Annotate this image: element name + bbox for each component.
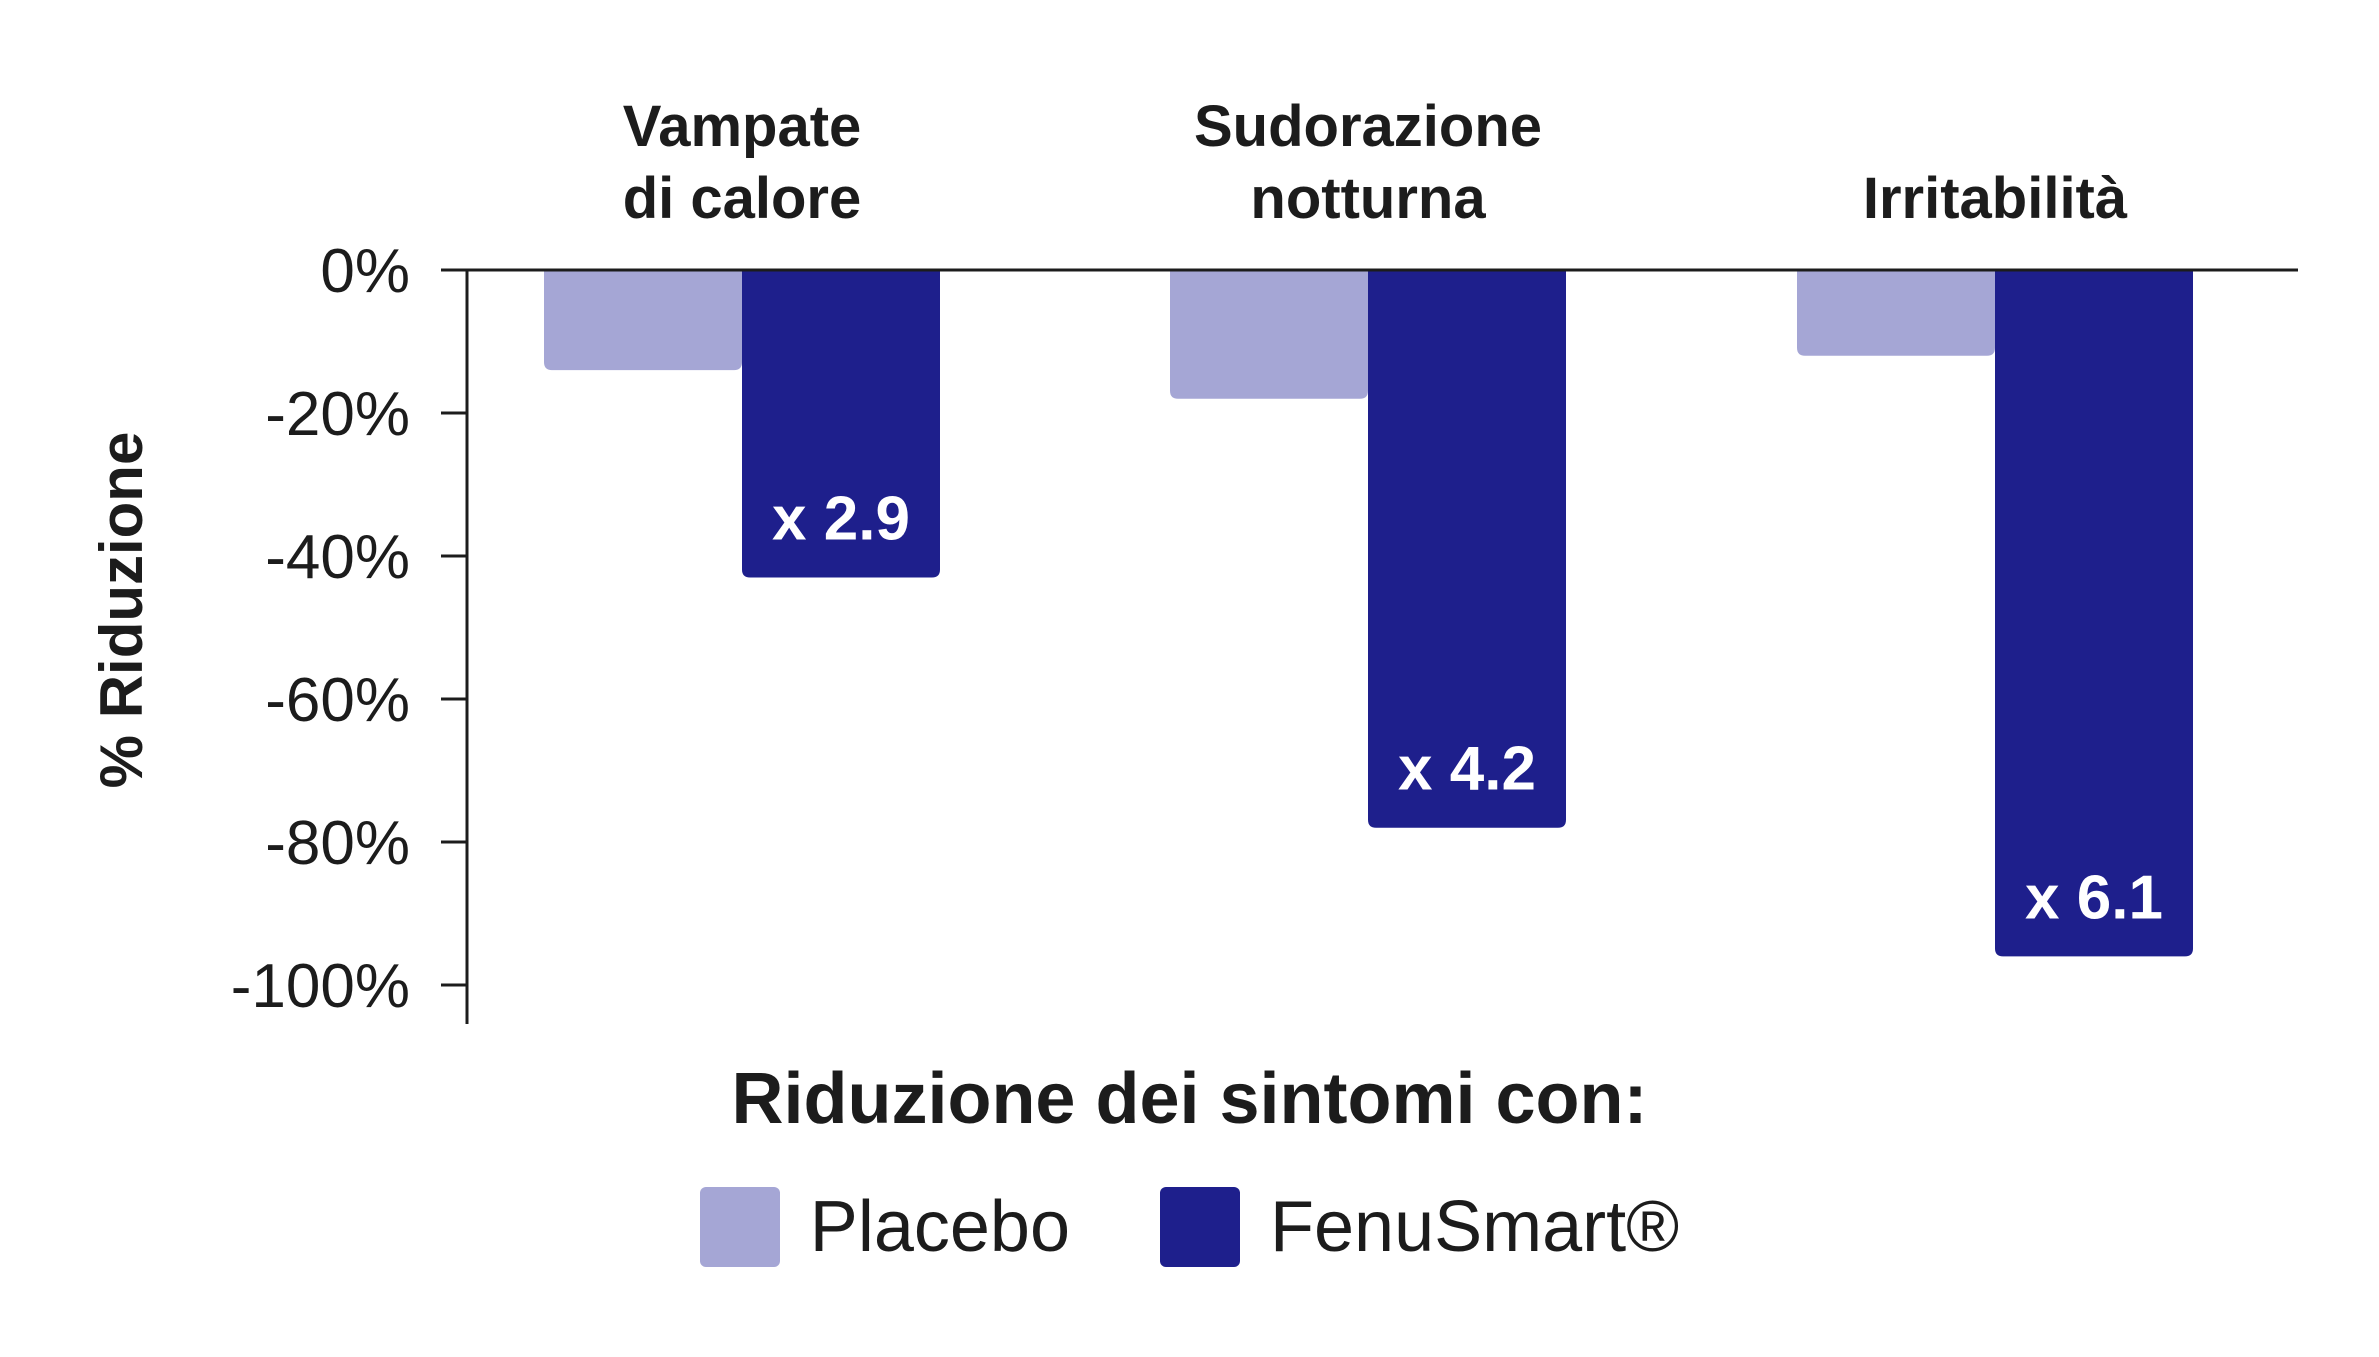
bar-placebo [544, 270, 742, 371]
y-tick-label: -80% [265, 809, 410, 878]
y-tick-label: -40% [265, 523, 410, 592]
y-axis-title: % Riduzione [88, 432, 155, 789]
legend-title: Riduzione dei sintomi con: [731, 1059, 1648, 1139]
category-label: Sudorazione [1194, 94, 1542, 159]
data-label: x 6.1 [2025, 863, 2163, 932]
legend-label-placebo: Placebo [809, 1187, 1070, 1267]
legend-swatch-fenusmart [1160, 1187, 1240, 1267]
category-label: di calore [623, 166, 862, 231]
category-label: Vampate [623, 94, 862, 159]
data-label: x 4.2 [1398, 735, 1536, 804]
legend-item-fenusmart: FenuSmart® [1160, 1186, 1679, 1268]
bar-placebo [1797, 270, 1995, 356]
legend-item-placebo: Placebo [699, 1186, 1070, 1268]
legend-label-fenusmart: FenuSmart® [1270, 1187, 1680, 1267]
category-label: Irritabilità [1863, 166, 2128, 231]
bar-fenusmart [1368, 270, 1566, 828]
y-tick-label: -100% [231, 952, 410, 1021]
y-tick-label: -60% [265, 666, 410, 735]
category-label: notturna [1250, 166, 1486, 231]
bar-placebo [1170, 270, 1368, 399]
y-tick-label: -20% [265, 380, 410, 449]
bar-fenusmart [1995, 270, 2193, 957]
legend: Placebo FenuSmart® [0, 1186, 2379, 1268]
legend-swatch-placebo [699, 1187, 780, 1267]
y-tick-label: 0% [320, 237, 410, 306]
bar-fenusmart [742, 270, 940, 578]
data-label: x 2.9 [772, 484, 910, 553]
